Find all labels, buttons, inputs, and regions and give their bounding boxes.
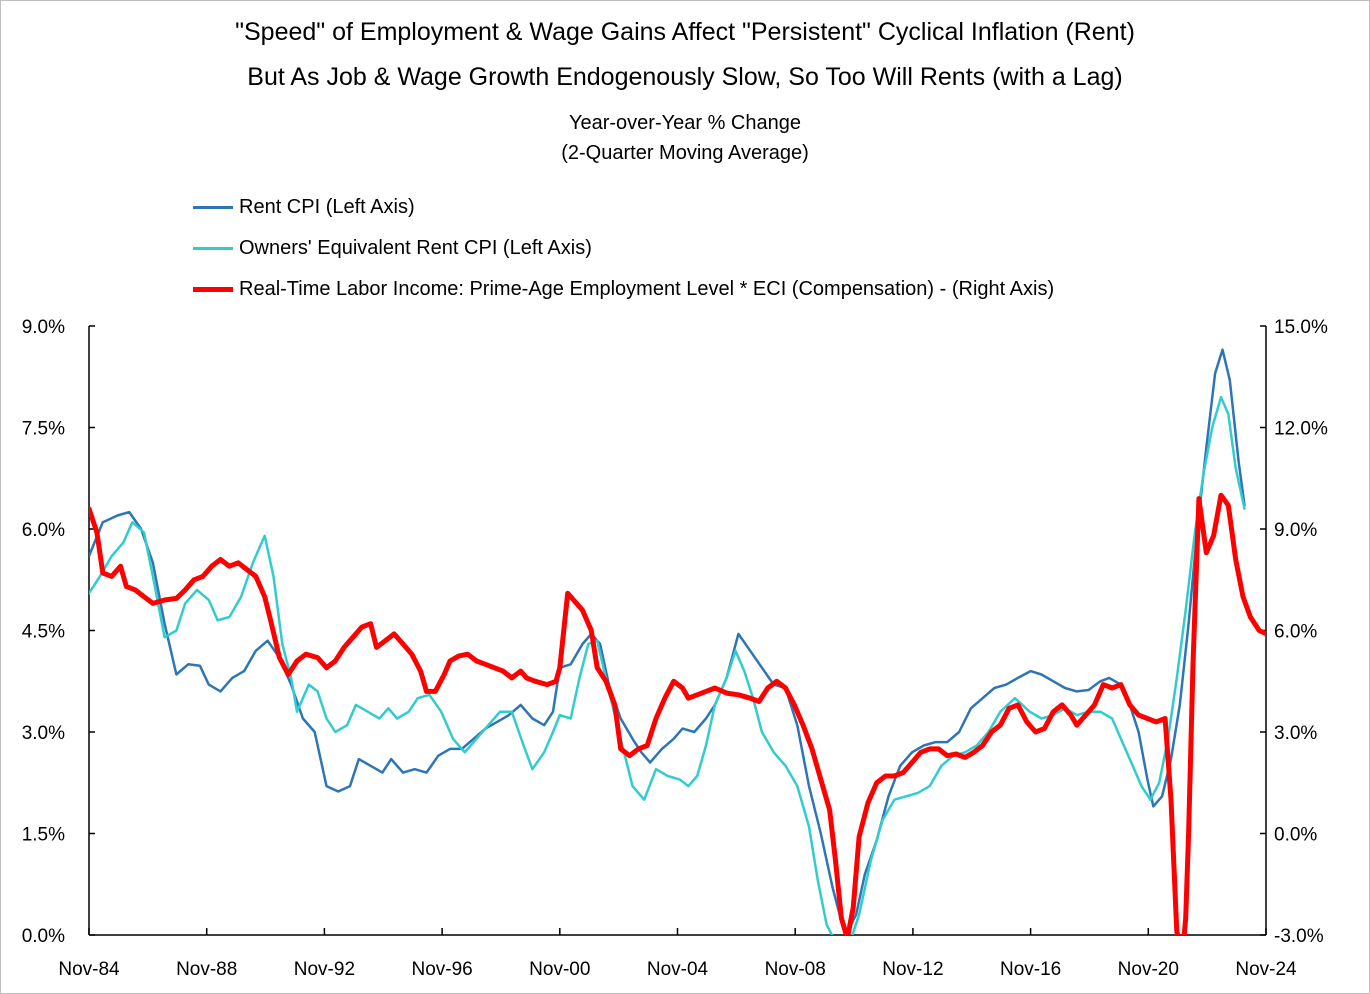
legend-item-oer-cpi: Owners' Equivalent Rent CPI (Left Axis) [193, 228, 1054, 269]
y-left-tick-label: 0.0% [22, 926, 65, 947]
x-tick-label: Nov-20 [1118, 959, 1179, 980]
legend-item-rent-cpi: Rent CPI (Left Axis) [193, 187, 1054, 228]
legend-label-rent-cpi: Rent CPI (Left Axis) [239, 196, 415, 218]
chart-title: "Speed" of Employment & Wage Gains Affec… [235, 18, 1135, 46]
y-right-tick-label: 3.0% [1274, 723, 1317, 744]
legend-label-labor-income: Real-Time Labor Income: Prime-Age Employ… [239, 278, 1055, 300]
x-tick-label: Nov-16 [1000, 959, 1061, 980]
y-right-tick-label: 6.0% [1274, 622, 1317, 643]
x-tick-label: Nov-92 [294, 959, 355, 980]
series-group [89, 348, 1266, 935]
chart-subtitle-ma: (2-Quarter Moving Average) [561, 142, 809, 164]
x-tick-label: Nov-96 [411, 959, 472, 980]
y-right-tick-label: 9.0% [1274, 520, 1317, 541]
y-right-tick-label: 15.0% [1274, 317, 1328, 338]
y-right-tick-label: 0.0% [1274, 825, 1317, 846]
y-left-tick-label: 1.5% [22, 825, 65, 846]
y-right-tick-label: -3.0% [1274, 926, 1324, 947]
x-tick-label: Nov-88 [176, 959, 237, 980]
y-left-tick-label: 7.5% [22, 419, 65, 440]
legend-swatch-rent-cpi [193, 206, 233, 209]
y-left-tick-label: 3.0% [22, 723, 65, 744]
x-tick-label: Nov-04 [647, 959, 709, 980]
x-tick-label: Nov-84 [58, 959, 120, 980]
legend-swatch-labor-income [193, 287, 233, 292]
series-line-labor-income [89, 492, 1266, 935]
legend: Rent CPI (Left Axis) Owners' Equivalent … [193, 187, 1054, 310]
chart-subtitle: But As Job & Wage Growth Endogenously Sl… [247, 63, 1123, 91]
y-right-tick-label: 12.0% [1274, 419, 1328, 440]
y-left-tick-label: 6.0% [22, 520, 65, 541]
legend-swatch-oer-cpi [193, 247, 233, 250]
legend-item-labor-income: Real-Time Labor Income: Prime-Age Employ… [193, 269, 1054, 310]
x-tick-label: Nov-08 [765, 959, 826, 980]
series-line-rent-cpi [89, 348, 1246, 933]
chart-subtitle-yoy: Year-over-Year % Change [568, 112, 801, 134]
x-tick-label: Nov-12 [882, 959, 943, 980]
legend-label-oer-cpi: Owners' Equivalent Rent CPI (Left Axis) [239, 237, 592, 259]
series-line-oer-cpi [89, 395, 1246, 935]
y-left-tick-label: 4.5% [22, 622, 65, 643]
x-tick-label: Nov-00 [529, 959, 590, 980]
y-left-tick-label: 9.0% [22, 317, 65, 338]
x-tick-label: Nov-24 [1235, 959, 1297, 980]
